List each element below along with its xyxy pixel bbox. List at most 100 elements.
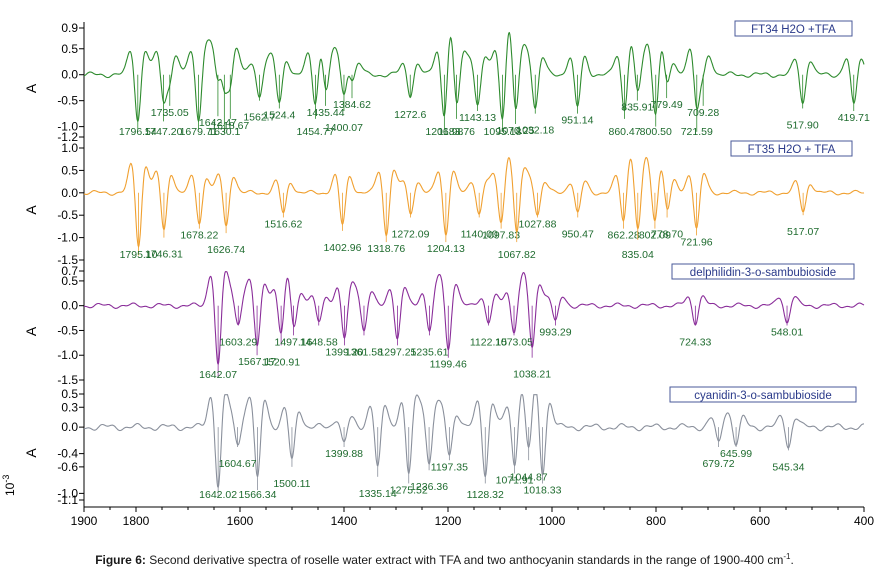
peak-label: 1642.47	[199, 117, 237, 129]
y-tick-label: 0.5	[61, 163, 78, 177]
x-tick-label: 1600	[227, 514, 254, 528]
peak-label: 1027.88	[519, 218, 557, 230]
series-legend-label: FT35 H2O + TFA	[748, 144, 836, 156]
peak-label: 1095.18	[484, 126, 522, 138]
peak-label: 951.14	[561, 115, 593, 127]
peak-label: 1384.62	[333, 99, 371, 111]
series-line	[83, 156, 865, 249]
x-tick-label: 1900	[71, 514, 98, 528]
peak-label: 1199.46	[430, 359, 467, 371]
series-legend-label: cyanidin-3-o-sambubioside	[694, 390, 831, 402]
peak-label: 1073.05	[495, 336, 533, 348]
y-tick-label: 0.0	[61, 186, 78, 200]
peak-label: 545.34	[772, 461, 804, 473]
peak-label: 1399.20	[325, 346, 363, 358]
peak-label: 1197.35	[431, 461, 468, 473]
y-tick-label: -0.4	[57, 447, 78, 461]
peak-label: 1454.77	[297, 126, 335, 138]
peak-label: 835.04	[622, 249, 654, 261]
peak-label: 679.72	[702, 458, 734, 470]
y-tick-label: -1.5	[57, 373, 78, 387]
peak-label: 1567.17	[238, 356, 276, 368]
peak-label: 1747.20	[144, 126, 182, 138]
peak-label: 548.01	[771, 327, 803, 339]
peak-label: 1143.13	[459, 112, 496, 124]
series-legend-box	[730, 140, 853, 157]
peak-label: 721.96	[681, 236, 713, 248]
peak-label: 1070.25	[496, 125, 534, 137]
peak-label: 1678.22	[180, 230, 218, 242]
y-tick-label: 0.9	[61, 21, 78, 35]
x-tick-label: 1000	[539, 514, 566, 528]
x-tick-label: 400	[854, 514, 874, 528]
peak-label: 1500.11	[273, 478, 310, 490]
y-axis-label: A	[23, 205, 39, 215]
peak-label: 1630.1	[208, 126, 240, 138]
peak-label: 1520.91	[262, 356, 300, 368]
y-tick-label: -1.5	[57, 253, 78, 267]
y-tick-label: 0.5	[61, 387, 78, 401]
peak-label: 1038.21	[513, 369, 551, 381]
y-tick-label: 0.5	[61, 274, 78, 288]
figure-caption: Figure 6: Second derivative spectra of r…	[0, 552, 889, 567]
peak-label: 1497.16	[274, 336, 312, 348]
peak-label: 993.29	[539, 327, 571, 339]
peak-label: 1236.36	[410, 481, 448, 493]
series-legend-box	[669, 386, 857, 403]
y-tick-label: 0.7	[61, 264, 78, 278]
peak-label: 1235.61	[410, 346, 448, 358]
peak-label: 1566.34	[239, 489, 277, 501]
peak-label: 1335.14	[359, 488, 397, 500]
peak-label: 709.28	[687, 107, 719, 119]
x-tick-label: 800	[646, 514, 666, 528]
peak-label: 1626.74	[207, 244, 245, 256]
peak-label: 1524.4	[263, 109, 295, 121]
peak-label: 1018.33	[523, 484, 561, 496]
y-tick-label: -0.5	[57, 323, 78, 337]
peak-label: 1642.07	[199, 369, 237, 381]
peak-label: 1796.54	[119, 126, 157, 138]
x-tick-label: 1400	[331, 514, 358, 528]
peak-label: 1206.98	[425, 126, 463, 138]
y-tick-label: -0.6	[57, 460, 78, 474]
peak-label: 1604.67	[219, 458, 257, 470]
y-axis-label: A	[23, 83, 39, 93]
series-legend-box	[671, 263, 855, 280]
peak-label: 1272.09	[392, 228, 430, 240]
peak-label: 1516.62	[264, 218, 302, 230]
peak-label: 1399.88	[325, 448, 363, 460]
peak-label: 517.90	[787, 119, 819, 131]
series-line	[83, 394, 864, 489]
peak-label: 1044.87	[510, 471, 548, 483]
peak-label: 1122.15	[470, 337, 507, 349]
y-tick-label: 0.0	[61, 420, 78, 434]
peak-label: 1032.18	[516, 125, 554, 137]
peak-label: 1097.83	[482, 230, 520, 242]
peak-label: 1618.67	[211, 120, 249, 132]
peak-label: 800.50	[640, 126, 672, 138]
peak-label: 517.07	[787, 226, 819, 238]
x-tick-label: 600	[750, 514, 770, 528]
y-tick-label: 0.3	[61, 400, 78, 414]
peak-label: 1128.32	[467, 489, 504, 501]
y-tick-label: -0.5	[57, 208, 78, 222]
peak-label: 1140.00	[461, 228, 498, 240]
y-tick-label: -1.0	[57, 231, 78, 245]
y-tick-label: 1.0	[61, 141, 78, 155]
y-tick-label: -0.5	[57, 94, 78, 108]
panel-4: 0.50.3 0.0 -0.4-0.6 -1.0-1.1 A 1642.02 1604.67…	[23, 386, 864, 507]
peak-label: 1435.44	[307, 107, 345, 119]
peak-label: 950.47	[562, 228, 594, 240]
series-line	[84, 271, 865, 366]
peak-label: 1204.13	[427, 243, 465, 255]
peak-label: 802.09	[639, 230, 671, 242]
peak-label: 1183.76	[438, 126, 475, 138]
y-axis-label: A	[23, 448, 39, 458]
y-tick-label: 0.5	[61, 42, 78, 56]
peak-label: 1067.82	[498, 249, 536, 261]
peak-label: 862.28	[608, 230, 640, 242]
series-legend-label: FT34 H2O +TFA	[751, 24, 836, 36]
peak-label: 1400.07	[325, 122, 363, 134]
y-multiplier: 10-3	[1, 475, 17, 496]
